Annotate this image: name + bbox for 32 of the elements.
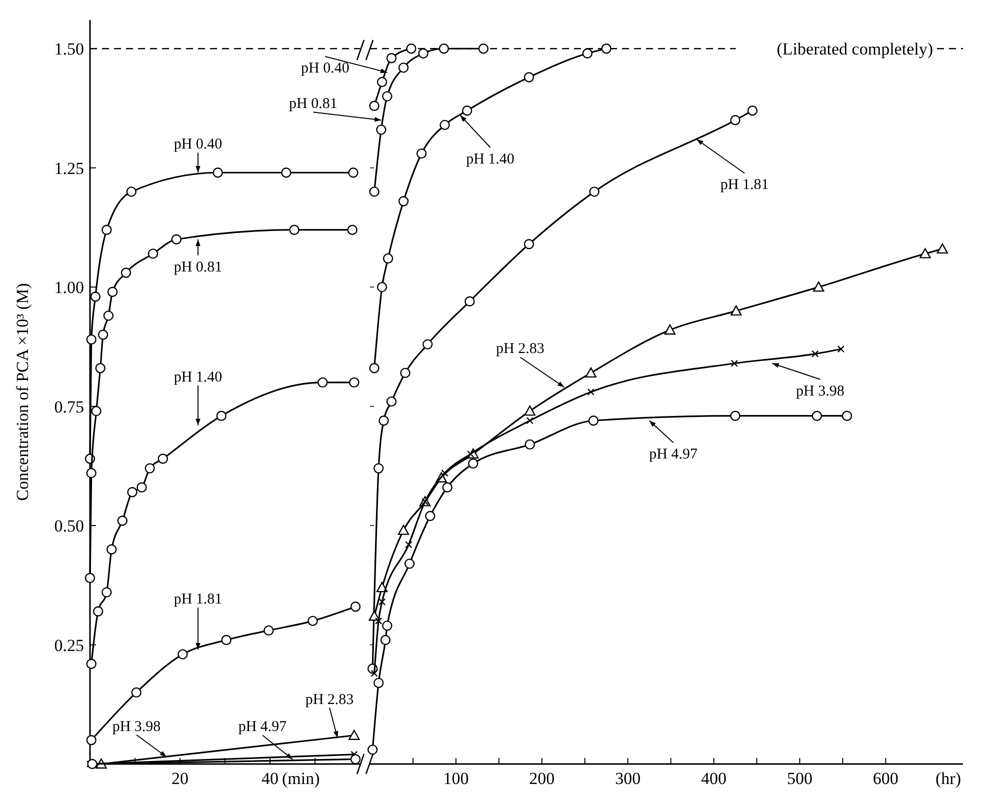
y-tick-label: 0.50 <box>54 516 84 536</box>
y-axis-title: Concentration of PCA ×10³ (M) <box>13 283 32 501</box>
annotation: pH 4.97 <box>649 446 698 463</box>
annotation: pH 3.98 <box>112 718 161 735</box>
annotation: pH 4.97 <box>238 719 288 736</box>
x-axis-title: (hr) <box>936 769 961 788</box>
x-tick-label: 600 <box>872 769 898 788</box>
annotation: pH 3.98 <box>796 383 844 400</box>
annotation: pH 1.81 <box>720 177 769 194</box>
x-tick-label: 400 <box>701 769 727 788</box>
annotation: pH 0.40 <box>174 136 222 153</box>
x-tick-label: 20 <box>172 769 188 788</box>
ref-line-label: (Liberated completely) <box>776 40 933 59</box>
annotation: pH 0.40 <box>301 60 350 76</box>
annotation: pH 2.83 <box>496 341 544 358</box>
x-tick-label: 200 <box>529 769 555 788</box>
annotation: pH 1.81 <box>174 592 222 608</box>
annotation: pH 0.81 <box>174 259 222 276</box>
y-tick-label: 1.00 <box>54 278 84 298</box>
x-tick-label: 40 <box>262 769 278 788</box>
x-tick-label: 500 <box>786 769 812 788</box>
annotation: pH 1.40 <box>466 151 514 168</box>
annotation: pH 0.81 <box>289 96 338 112</box>
y-tick-label: 1.25 <box>54 158 84 178</box>
y-tick-label: 1.50 <box>54 40 84 59</box>
y-tick-label: 0.25 <box>54 636 84 655</box>
y-tick-label: 0.75 <box>54 397 84 416</box>
x-axis-title: (min) <box>282 769 320 788</box>
x-tick-label: 100 <box>443 769 469 788</box>
annotation: pH 2.83 <box>305 692 354 708</box>
annotation: pH 1.40 <box>174 369 222 386</box>
x-tick-label: 300 <box>615 769 641 788</box>
